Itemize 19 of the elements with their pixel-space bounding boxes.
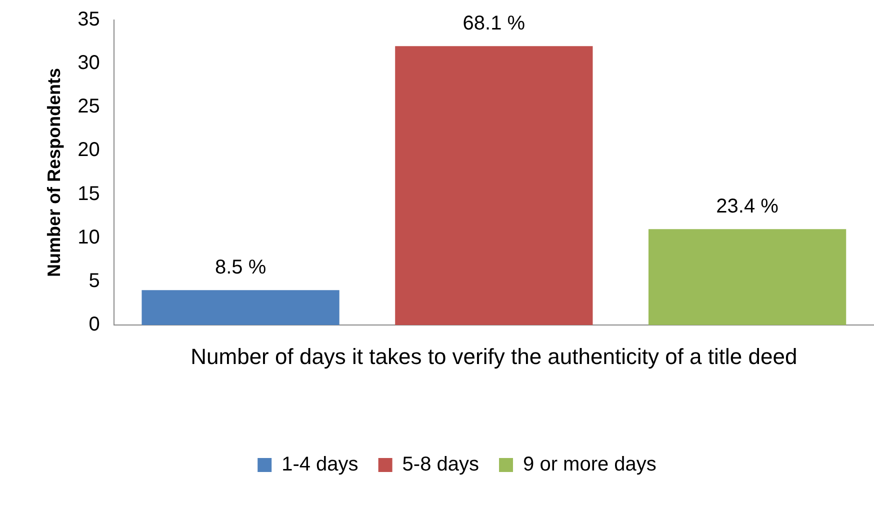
bar bbox=[648, 229, 846, 325]
y-tick-label: 35 bbox=[78, 8, 100, 31]
y-tick-label: 15 bbox=[78, 182, 100, 205]
annotation: 8.5 % bbox=[214, 256, 266, 279]
y-tick-label: 10 bbox=[78, 226, 100, 248]
legend-label: 5-8 days bbox=[402, 454, 480, 476]
y-axis-title: Number of Respondents bbox=[44, 68, 64, 278]
y-tick-label: 5 bbox=[88, 270, 100, 292]
y-tick-label: 25 bbox=[78, 96, 100, 118]
legend-label: 1-4 days bbox=[282, 454, 358, 476]
y-tick-label: 20 bbox=[78, 139, 100, 162]
y-tick-label: 0 bbox=[88, 314, 100, 336]
x-axis-title: Number of days it takes to verify the authenticity of a title deed bbox=[190, 343, 798, 371]
y-tick-label: 30 bbox=[78, 52, 100, 74]
legend-label: 9 or more days bbox=[523, 454, 656, 476]
annotation: 68.1 % bbox=[462, 12, 526, 35]
annotation: 23.4 % bbox=[716, 196, 779, 218]
bar bbox=[142, 290, 340, 325]
bar bbox=[395, 46, 593, 325]
